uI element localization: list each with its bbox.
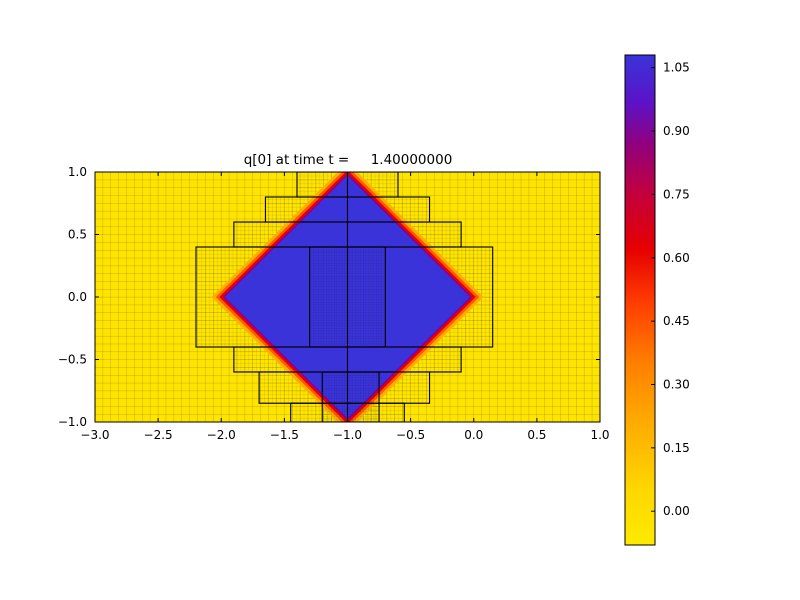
- axes: −3.0 −2.5 −2.0 −1.5 −1.0 −0.5 0.0 0.5 1.0 −1.0 −0.…: [58, 165, 610, 442]
- colorbar-tick-label: 0.30: [663, 377, 690, 391]
- y-tick-label: −1.0: [58, 415, 87, 429]
- x-tick-label: −1.5: [270, 428, 299, 442]
- x-tick-label: −3.0: [80, 428, 109, 442]
- y-tick-label: −0.5: [58, 353, 87, 367]
- colorbar-tick-label: 0.75: [663, 187, 690, 201]
- amr-patch-outline: [321, 371, 380, 422]
- colorbar-tick-label: 0.45: [663, 314, 690, 328]
- colorbar-bar: [624, 54, 656, 546]
- chart-title: q[0] at time t = 1.40000000: [244, 152, 453, 168]
- x-tick-label: −2.0: [207, 428, 236, 442]
- x-tick-label: 1.0: [590, 428, 609, 442]
- x-tick-label: 0.5: [527, 428, 546, 442]
- colorbar: 1.05 0.90 0.75 0.60 0.45 0.30 0.15 0.00: [624, 54, 690, 546]
- x-tick-label: 0.0: [464, 428, 483, 442]
- x-tick-label: −2.5: [144, 428, 173, 442]
- colorbar-tick-label: 0.60: [663, 251, 690, 265]
- x-tick-label: −1.0: [333, 428, 362, 442]
- colorbar-tick-label: 1.05: [663, 61, 690, 75]
- colorbar-tick-label: 0.15: [663, 441, 690, 455]
- colorbar-tick-label: 0.00: [663, 504, 690, 518]
- plot-area: [95, 172, 600, 422]
- colorbar-tick-label: 0.90: [663, 124, 690, 138]
- fine-patch-grid: [322, 372, 380, 422]
- y-tick-label: 1.0: [68, 165, 87, 179]
- y-tick-label: 0.0: [68, 290, 87, 304]
- x-tick-label: −0.5: [396, 428, 425, 442]
- y-tick-label: 0.5: [68, 228, 87, 242]
